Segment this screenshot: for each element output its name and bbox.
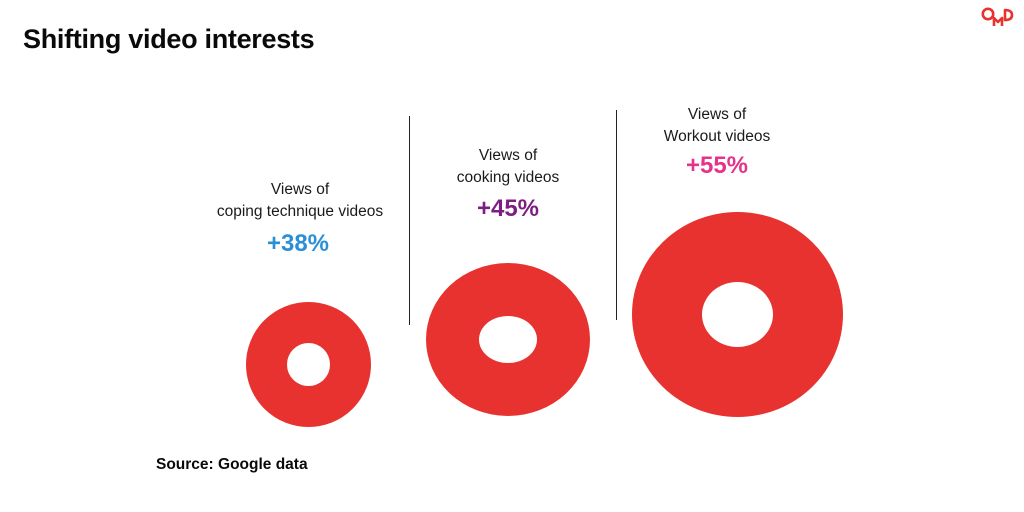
page-title: Shifting video interests [23,24,315,54]
stat-label-workout: Views of Workout videos [617,104,817,148]
stat-label-line1: Views of [687,106,747,123]
stat-value-cooking: +45% [476,195,540,222]
stat-label-line1: Views of [270,181,330,198]
donut-coping [246,302,371,427]
stat-label-line2: cooking videos [456,169,560,186]
source-note: Source: Google data [156,456,308,473]
stat-value-workout: +55% [685,152,749,179]
stat-label-line1: Views of [478,147,538,164]
donut-workout [632,212,843,417]
stat-label-line2: Workout videos [663,128,771,145]
omd-logo [981,7,1014,26]
stat-label-coping: Views of coping technique videos [190,179,410,223]
stat-label-cooking: Views of cooking videos [408,145,608,189]
divider-1 [409,116,410,325]
divider-2 [616,110,617,320]
stat-value-coping: +38% [266,230,330,257]
donut-cooking [426,263,590,416]
stat-label-line2: coping technique videos [216,203,384,220]
